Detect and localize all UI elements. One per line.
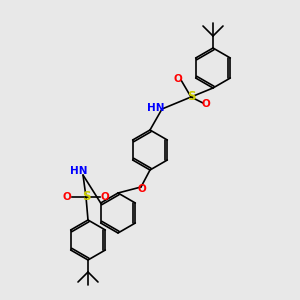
Text: HN: HN bbox=[70, 166, 88, 176]
Text: O: O bbox=[63, 192, 71, 202]
Text: HN: HN bbox=[147, 103, 165, 113]
Text: O: O bbox=[138, 184, 146, 194]
Text: O: O bbox=[100, 192, 109, 202]
Text: S: S bbox=[187, 91, 195, 103]
Text: O: O bbox=[174, 74, 182, 84]
Text: O: O bbox=[202, 99, 210, 109]
Text: S: S bbox=[82, 190, 90, 203]
